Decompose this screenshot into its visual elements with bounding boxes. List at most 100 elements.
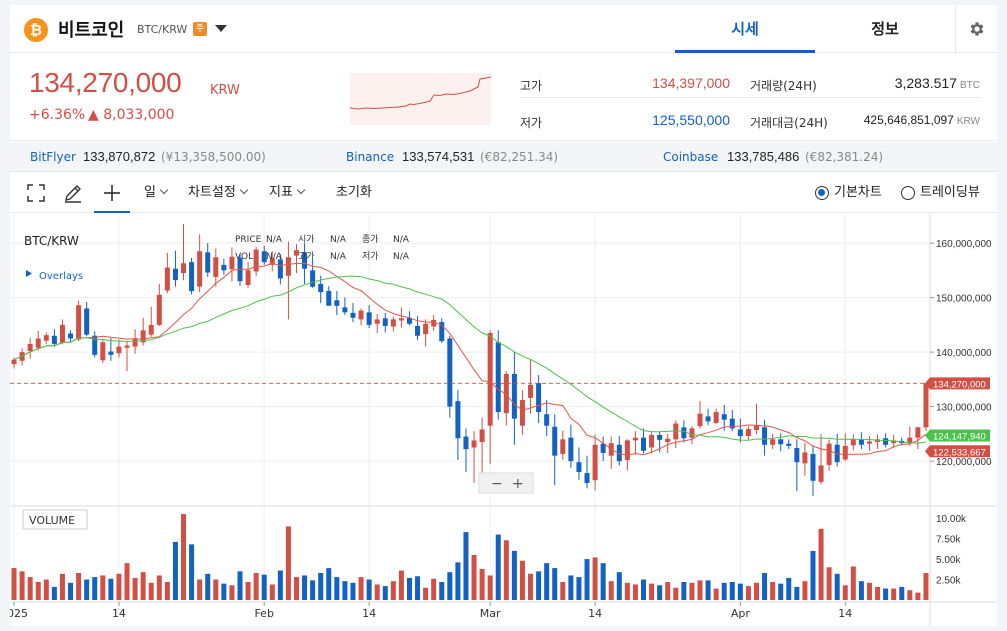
zoom-in-button[interactable]: + (512, 476, 524, 492)
volume-bar (600, 563, 606, 600)
candle-body (753, 425, 759, 431)
tradingview-label[interactable]: 트레이딩뷰 (920, 185, 980, 200)
volume-bar (59, 573, 65, 600)
tradingview-radio[interactable] (901, 186, 915, 200)
candlesticks (11, 224, 929, 497)
price-chart[interactable]: 120,000,000 130,000,000 140,000,000 150,000… (10, 214, 997, 626)
candle-body (770, 439, 776, 445)
candle-body (11, 359, 17, 365)
volume-bar (197, 579, 203, 600)
volume-bar (632, 584, 638, 600)
volume-bar (11, 568, 17, 600)
zoom-controls-bg (478, 472, 534, 494)
candle-body (665, 438, 671, 443)
candle-body (923, 383, 929, 428)
legend-low-label: 저가 (362, 251, 379, 262)
time-axis-label: Mar (480, 607, 501, 620)
volume-bar (358, 577, 364, 600)
high-value: 134,397,000 (652, 75, 730, 91)
candle-body (818, 465, 824, 482)
candle-body (140, 330, 146, 343)
volume-bar (737, 583, 743, 600)
candle-body (431, 319, 437, 327)
candle-body (519, 400, 525, 426)
candle-body (310, 270, 316, 287)
coin-name[interactable]: 비트코인 (58, 20, 125, 41)
chart-settings-dropdown[interactable]: 차트설정 (188, 173, 249, 213)
price-axis-label: 130,000,000 (936, 403, 992, 414)
exchange-local-coinbase: (€82,381.24) (805, 150, 884, 164)
volume-bar (35, 582, 41, 600)
exchange-name-coinbase[interactable]: Coinbase (663, 150, 719, 164)
volume-bar (907, 590, 913, 600)
candle-body (366, 312, 372, 325)
time-axis-label: Feb (254, 607, 273, 620)
legend-price-label: PRICE (235, 235, 262, 245)
candle-body (439, 322, 445, 342)
mini-chart (350, 73, 491, 125)
volume-bar (350, 582, 356, 600)
candle-body (649, 434, 655, 448)
volume-bar (76, 573, 82, 600)
candle-body (495, 342, 501, 413)
chart-background (10, 214, 997, 626)
candle-body (616, 444, 622, 462)
candle-body (51, 335, 57, 344)
volume-bar (164, 582, 170, 600)
candle-body (43, 335, 49, 341)
volume-bar (463, 532, 469, 600)
legend-low-value: N/A (393, 252, 410, 262)
exchange-price-coinbase: 133,785,486 (727, 149, 800, 164)
volume-bar (536, 571, 542, 600)
chevron-down-icon (296, 185, 306, 195)
volume-bar (423, 587, 429, 600)
candle-body (600, 443, 606, 453)
candle-body (891, 440, 897, 444)
volume-24h-value: 3,283.517 BTC (830, 75, 980, 91)
settings-button[interactable] (955, 5, 997, 53)
candle-body (786, 443, 792, 446)
price-badge-bg (925, 445, 990, 458)
amount-24h-unit: KRW (956, 116, 980, 127)
coin-select-caret-icon[interactable] (215, 25, 227, 32)
candle-body (148, 324, 154, 335)
overlays-triangle-icon[interactable] (26, 270, 32, 277)
exchange-name-binance[interactable]: Binance (346, 150, 395, 164)
tab-price[interactable]: 시세 (675, 5, 815, 53)
legend-vol-label: VOL (235, 252, 253, 262)
chart-settings-label: 차트설정 (188, 185, 236, 200)
volume-bar (189, 544, 195, 600)
volume-bar (415, 576, 421, 600)
crosshair-button[interactable] (94, 173, 130, 213)
tab-info[interactable]: 정보 (871, 20, 899, 38)
volume-bar (834, 573, 840, 600)
volume-bar (891, 588, 897, 600)
candle-body (528, 384, 534, 398)
legend-open-value: N/A (330, 235, 347, 245)
bitcoin-logo-icon: ₿ (24, 18, 48, 42)
candle-body (261, 251, 267, 263)
overlays-toggle[interactable]: Overlays (39, 271, 83, 282)
indicators-dropdown[interactable]: 지표 (269, 173, 306, 213)
fullscreen-icon[interactable] (25, 182, 47, 204)
candle-body (745, 428, 751, 437)
basic-chart-radio[interactable] (815, 186, 829, 200)
low-label: 저가 (520, 116, 543, 130)
interval-dropdown[interactable]: 일 (144, 173, 169, 213)
exchange-price-binance: 133,574,531 (402, 149, 475, 164)
interval-label: 일 (144, 185, 156, 200)
pen-icon[interactable] (62, 182, 84, 204)
volume-bar (713, 588, 719, 600)
volume-bar (875, 586, 881, 600)
volume-bar (406, 577, 412, 600)
volume-bar (124, 563, 130, 600)
time-axis-label: 14 (362, 607, 376, 620)
candle-body (172, 268, 178, 281)
volume-bar (850, 566, 856, 600)
basic-chart-label[interactable]: 기본차트 (834, 185, 882, 200)
volume-bar (237, 571, 243, 600)
zoom-out-button[interactable]: − (491, 476, 503, 492)
exchange-name-bitflyer[interactable]: BitFlyer (30, 150, 76, 164)
volume-bar (503, 540, 509, 600)
reset-button[interactable]: 초기화 (336, 185, 372, 200)
